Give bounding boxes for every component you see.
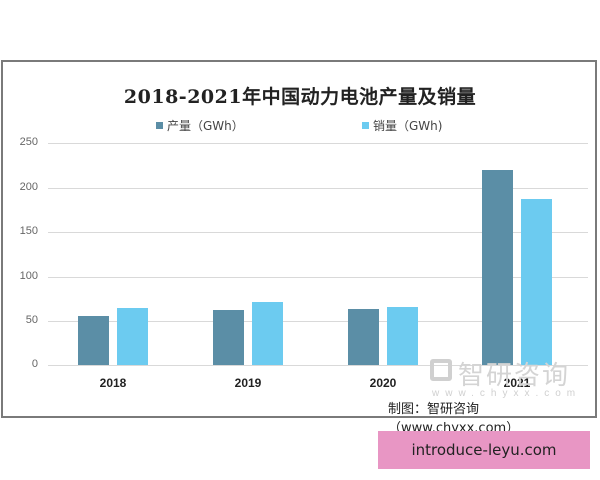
gridline bbox=[48, 188, 588, 189]
legend-sales: 销量（GWh) bbox=[362, 117, 442, 134]
gridline bbox=[48, 277, 588, 278]
legend-production: 产量（GWh） bbox=[156, 117, 244, 134]
x-label: 2018 bbox=[99, 376, 127, 390]
bar-sales-2018 bbox=[117, 307, 148, 365]
watermark-url: www.chyxx.com bbox=[432, 388, 582, 399]
bar-production-2020 bbox=[348, 308, 379, 365]
legend-swatch-sales bbox=[362, 122, 369, 129]
watermark-brand: 智研咨询 bbox=[458, 361, 571, 391]
watermark-logo-icon bbox=[430, 359, 452, 381]
gridline bbox=[48, 321, 588, 322]
gridline bbox=[48, 232, 588, 233]
gridline bbox=[48, 143, 588, 144]
legend-label-production: 产量（GWh） bbox=[167, 119, 244, 133]
bar-production-2021 bbox=[482, 169, 513, 365]
chart-title: 2018-2021年中国动力电池产量及销量 bbox=[123, 86, 477, 108]
bar-sales-2020 bbox=[387, 306, 418, 365]
y-tick: 0 bbox=[31, 358, 38, 370]
x-label: 2019 bbox=[234, 376, 262, 390]
legend-swatch-production bbox=[156, 122, 163, 129]
y-tick: 150 bbox=[19, 225, 38, 237]
x-label: 2021 bbox=[503, 376, 531, 390]
x-label: 2020 bbox=[369, 376, 397, 390]
y-tick: 200 bbox=[19, 181, 38, 193]
bar-production-2019 bbox=[213, 309, 244, 365]
bar-sales-2019 bbox=[252, 301, 283, 365]
legend-label-sales: 销量（GWh) bbox=[373, 119, 443, 133]
y-tick: 50 bbox=[25, 314, 38, 326]
site-banner[interactable]: introduce-leyu.com bbox=[378, 431, 590, 469]
bar-production-2018 bbox=[78, 315, 109, 365]
y-tick: 100 bbox=[19, 270, 38, 282]
bar-sales-2021 bbox=[521, 199, 552, 365]
gridline bbox=[48, 365, 588, 366]
y-tick: 250 bbox=[19, 136, 38, 148]
